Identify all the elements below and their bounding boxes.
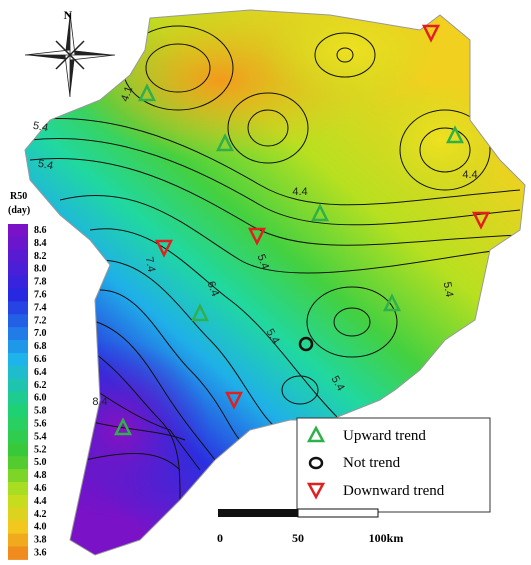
scale-label: 0	[217, 531, 223, 545]
legend-label: Downward trend	[343, 483, 445, 499]
station-markers	[113, 24, 491, 436]
colorbar-tick-label: 4.4	[34, 496, 47, 507]
colorbar-swatch	[8, 507, 28, 522]
colorbar-tick-label: 5.0	[34, 457, 47, 468]
colorbar-swatch	[8, 288, 28, 302]
colorbar-swatch	[8, 314, 28, 328]
colorbar-swatch	[8, 533, 28, 547]
scale-label: 50	[292, 531, 304, 545]
colorbar-swatch	[8, 249, 28, 264]
contour-label: 5.4	[255, 253, 272, 271]
colorbar-swatch	[8, 443, 28, 457]
contour-label: 8.4	[92, 396, 107, 408]
colorbar-tick-label: 5.6	[34, 419, 47, 430]
scale-label: 100km	[369, 531, 404, 545]
colorbar-swatch	[8, 494, 28, 509]
contour-label: 4.1	[119, 85, 136, 103]
colorbar-tick-label: 7.2	[34, 315, 47, 326]
scale-bar	[218, 509, 298, 517]
compass	[24, 12, 116, 98]
colorbar-tick-label: 6.4	[34, 367, 47, 378]
colorbar-swatch	[8, 236, 28, 251]
colorbar-tick-label: 3.6	[34, 548, 47, 559]
scale-bar	[297, 508, 379, 518]
colorbar-swatch	[8, 327, 28, 341]
colorbar-title: R50	[10, 191, 27, 202]
colorbar-tick-label: 7.8	[34, 277, 47, 288]
colorbar-tick-label: 7.6	[34, 290, 47, 301]
colorbar-tick-label: 6.6	[34, 354, 47, 365]
contour-label: 4.4	[462, 169, 477, 181]
colorbar-swatch	[8, 378, 28, 393]
colorbar-swatch	[8, 520, 28, 535]
colorbar-swatch	[8, 224, 28, 238]
colorbar-swatch	[8, 469, 28, 483]
colorbar-swatch	[8, 353, 28, 367]
colorbar-tick-label: 5.2	[34, 444, 47, 455]
colorbar-tick-label: 8.0	[34, 264, 47, 275]
colorbar-tick-label: 8.2	[34, 251, 47, 262]
colorbar-tick-label: 6.0	[34, 393, 47, 404]
colorbar-tick-label: 5.4	[34, 431, 47, 442]
colorbar-tick-label: 7.0	[34, 328, 47, 339]
contour-label: 5.4	[441, 281, 455, 298]
colorbar-tick-label: 8.4	[34, 238, 47, 249]
colorbar-swatch	[8, 301, 28, 315]
colorbar-tick-label: 4.8	[34, 470, 47, 481]
colorbar-swatch	[8, 262, 28, 277]
colorbar-swatch	[8, 456, 28, 470]
colorbar-tick-label: 4.6	[34, 483, 47, 494]
contour-label: 4.4	[292, 186, 307, 198]
colorbar-tick-label: 4.0	[34, 522, 47, 533]
contour-label: 5.4	[32, 120, 49, 134]
legend-box	[296, 417, 491, 513]
colorbar-swatch	[8, 391, 28, 406]
colorbar-tick-label: 8.6	[34, 225, 47, 236]
contour-label: 5.4	[37, 158, 54, 172]
colorbar-unit: (day)	[8, 205, 30, 216]
colorbar-tick-label: 6.8	[34, 341, 47, 352]
colorbar-tick-label: 3.8	[34, 535, 47, 546]
colorbar-swatch	[8, 340, 28, 354]
colorbar-tick-label: 5.8	[34, 406, 47, 417]
colorbar-swatch	[8, 482, 28, 496]
colorbar-swatch	[8, 365, 28, 380]
compass-label: N	[64, 8, 73, 22]
colorbar-tick-label: 4.2	[34, 509, 47, 520]
colorbar-tick-label: 7.4	[34, 302, 47, 313]
legend-label: Not trend	[343, 455, 401, 471]
colorbar-swatch	[8, 430, 28, 444]
colorbar-tick-label: 6.2	[34, 380, 47, 391]
colorbar-swatch	[8, 417, 28, 431]
colorbar-swatch	[8, 546, 28, 560]
legend-label: Upward trend	[343, 428, 426, 444]
colorbar-swatch	[8, 275, 28, 289]
contour-label: 6.4	[205, 280, 222, 298]
contour-label: 7.4	[143, 256, 157, 273]
colorbar-swatch	[8, 404, 28, 418]
